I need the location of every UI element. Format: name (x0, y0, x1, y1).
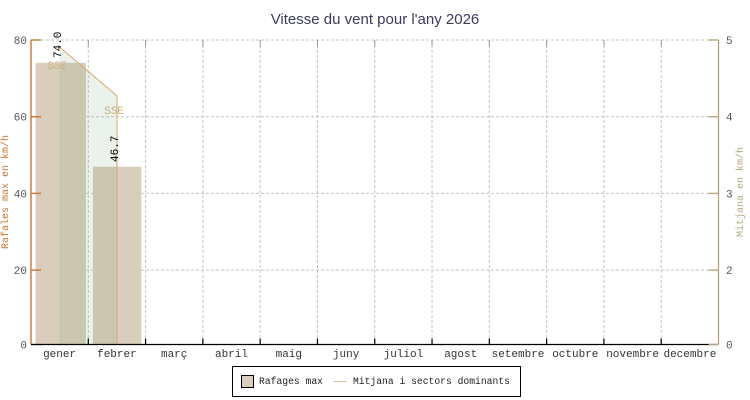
svg-text:4: 4 (726, 113, 733, 125)
svg-text:40: 40 (14, 189, 27, 201)
svg-text:SSE: SSE (47, 61, 67, 73)
svg-text:80: 80 (14, 36, 27, 48)
svg-text:decembre: decembre (663, 349, 716, 361)
svg-text:febrer: febrer (97, 349, 137, 361)
svg-text:20: 20 (14, 266, 27, 278)
svg-text:març: març (161, 349, 187, 361)
svg-text:Rafales max en km/h: Rafales max en km/h (0, 135, 12, 249)
svg-text:0: 0 (20, 341, 27, 353)
svg-text:5: 5 (726, 36, 733, 48)
svg-text:3: 3 (726, 189, 733, 201)
svg-text:Mitjana en km/h: Mitjana en km/h (735, 147, 747, 237)
svg-text:setembre: setembre (492, 349, 545, 361)
svg-text:maig: maig (276, 349, 302, 361)
svg-text:0: 0 (726, 341, 733, 353)
svg-text:abril: abril (215, 349, 248, 361)
svg-text:gener: gener (43, 349, 76, 361)
svg-text:74.0: 74.0 (53, 32, 65, 58)
svg-text:novembre: novembre (606, 349, 659, 361)
svg-text:SSE: SSE (104, 106, 124, 118)
svg-text:agost: agost (444, 349, 477, 361)
svg-text:juliol: juliol (384, 349, 424, 361)
svg-text:60: 60 (14, 113, 27, 125)
svg-text:2: 2 (726, 266, 733, 278)
svg-text:juny: juny (333, 349, 360, 361)
svg-text:46.7: 46.7 (110, 136, 122, 162)
svg-text:octubre: octubre (552, 349, 598, 361)
